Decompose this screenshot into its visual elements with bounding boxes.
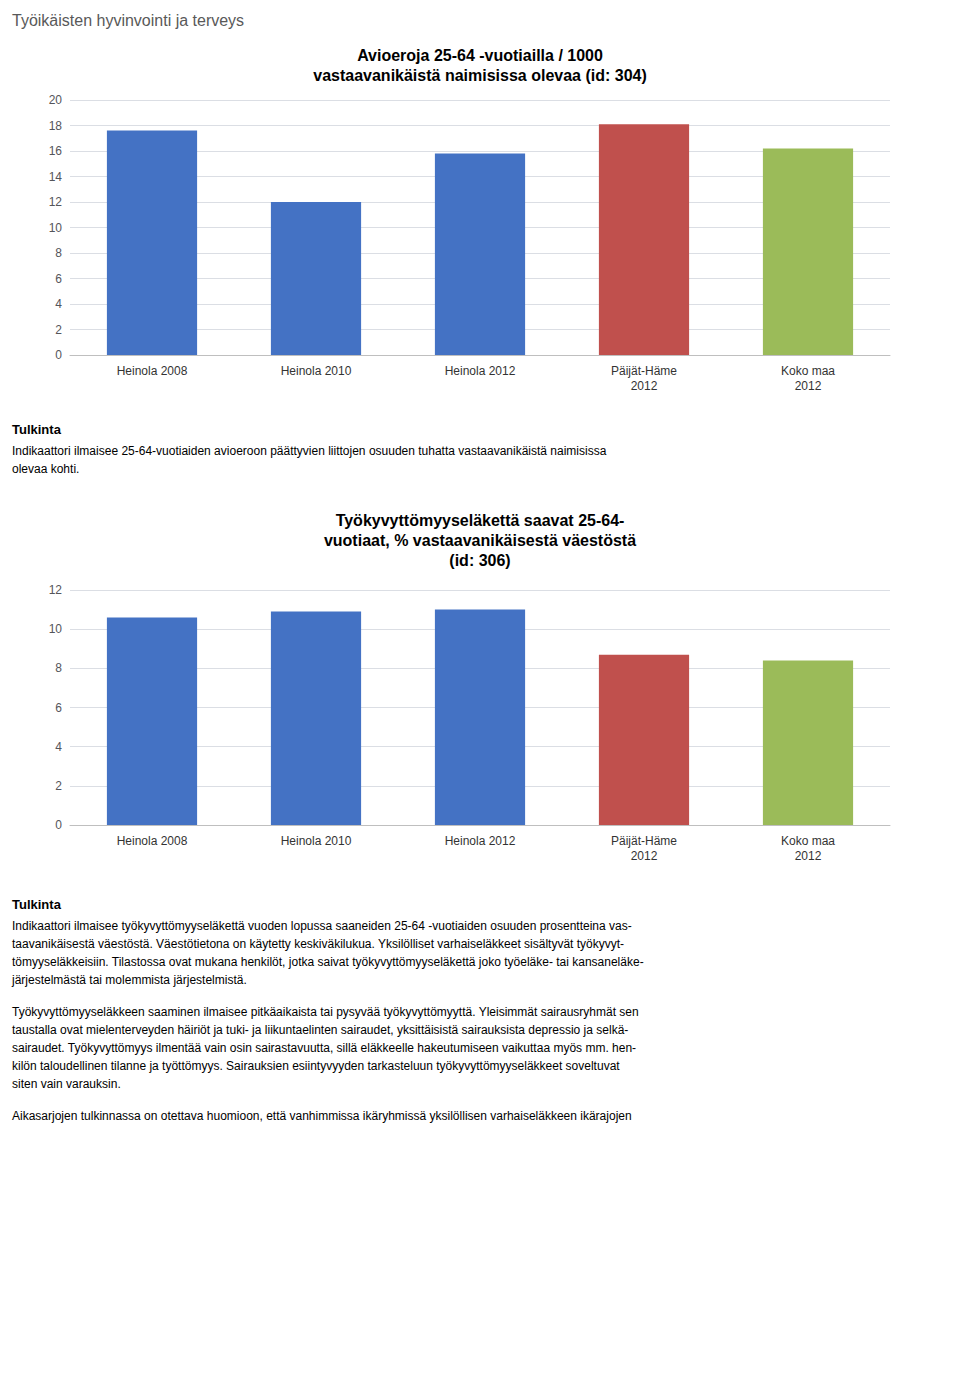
svg-text:(id: 306): (id: 306): [449, 552, 510, 569]
svg-text:14: 14: [49, 170, 63, 184]
svg-text:tömyyseläkkeisiin. Tilastossa: tömyyseläkkeisiin. Tilastossa ovat mukan…: [12, 955, 644, 969]
svg-text:vastaavanikäistä naimisissa ol: vastaavanikäistä naimisissa olevaa (id: …: [313, 67, 647, 84]
svg-text:siten vain varauksin.: siten vain varauksin.: [12, 1077, 121, 1091]
svg-text:20: 20: [49, 93, 63, 107]
svg-text:Työkyvyttömyyseläkettä saavat: Työkyvyttömyyseläkettä saavat 25-64-: [336, 512, 625, 529]
svg-text:2012: 2012: [795, 379, 822, 393]
svg-text:2012: 2012: [631, 379, 658, 393]
svg-text:4: 4: [55, 740, 62, 754]
svg-text:Heinola 2010: Heinola 2010: [281, 364, 352, 378]
svg-text:2012: 2012: [795, 849, 822, 863]
svg-text:Indikaattori ilmaisee 25-64-vu: Indikaattori ilmaisee 25-64-vuotiaiden a…: [12, 444, 607, 458]
svg-text:10: 10: [49, 221, 63, 235]
svg-text:0: 0: [55, 348, 62, 362]
svg-text:2: 2: [55, 779, 62, 793]
svg-text:12: 12: [49, 583, 63, 597]
svg-text:Tulkinta: Tulkinta: [12, 897, 62, 912]
svg-text:järjestelmästä tai molemmista: järjestelmästä tai molemmista järjestelm…: [11, 973, 247, 987]
svg-text:6: 6: [55, 701, 62, 715]
svg-text:Koko maa: Koko maa: [781, 834, 835, 848]
svg-text:taavanikäisestä väestöstä. Väe: taavanikäisestä väestöstä. Väestötietona…: [12, 937, 624, 951]
svg-text:sairaudet. Työkyvyttömyys ilme: sairaudet. Työkyvyttömyys ilmentää vain …: [12, 1041, 636, 1055]
svg-text:Työikäisten hyvinvointi ja ter: Työikäisten hyvinvointi ja terveys: [12, 12, 244, 29]
svg-text:Tulkinta: Tulkinta: [12, 422, 62, 437]
svg-text:0: 0: [55, 818, 62, 832]
svg-text:Heinola 2008: Heinola 2008: [117, 834, 188, 848]
svg-text:kilön taloudellinen tilanne ja: kilön taloudellinen tilanne ja työttömyy…: [12, 1059, 620, 1073]
svg-text:Päijät-Häme: Päijät-Häme: [611, 364, 677, 378]
svg-text:Heinola 2012: Heinola 2012: [445, 834, 516, 848]
svg-text:Työkyvyttömyyseläkkeen saamine: Työkyvyttömyyseläkkeen saaminen ilmaisee…: [12, 1005, 639, 1019]
svg-text:2012: 2012: [631, 849, 658, 863]
svg-text:Koko maa: Koko maa: [781, 364, 835, 378]
svg-text:8: 8: [55, 661, 62, 675]
svg-text:4: 4: [55, 297, 62, 311]
svg-text:Heinola 2012: Heinola 2012: [445, 364, 516, 378]
svg-text:2: 2: [55, 323, 62, 337]
svg-text:6: 6: [55, 272, 62, 286]
svg-text:12: 12: [49, 195, 63, 209]
svg-text:olevaa kohti.: olevaa kohti.: [12, 462, 79, 476]
svg-text:Avioeroja 25-64 -vuotiailla /: Avioeroja 25-64 -vuotiailla / 1000: [357, 47, 603, 64]
svg-text:Heinola 2010: Heinola 2010: [281, 834, 352, 848]
svg-text:16: 16: [49, 144, 63, 158]
svg-text:8: 8: [55, 246, 62, 260]
svg-text:vuotiaat, % vastaavanikäisestä: vuotiaat, % vastaavanikäisestä väestöstä: [324, 532, 636, 549]
svg-text:Aikasarjojen tulkinnassa on ot: Aikasarjojen tulkinnassa on otettava huo…: [12, 1109, 632, 1123]
svg-text:10: 10: [49, 622, 63, 636]
svg-text:18: 18: [49, 119, 63, 133]
svg-text:Heinola 2008: Heinola 2008: [117, 364, 188, 378]
svg-text:Indikaattori ilmaisee työkyvyt: Indikaattori ilmaisee työkyvyttömyyseläk…: [12, 919, 632, 933]
svg-text:Päijät-Häme: Päijät-Häme: [611, 834, 677, 848]
svg-text:taustalla ovat mielenterveyden: taustalla ovat mielenterveyden häiriöt j…: [12, 1023, 628, 1037]
